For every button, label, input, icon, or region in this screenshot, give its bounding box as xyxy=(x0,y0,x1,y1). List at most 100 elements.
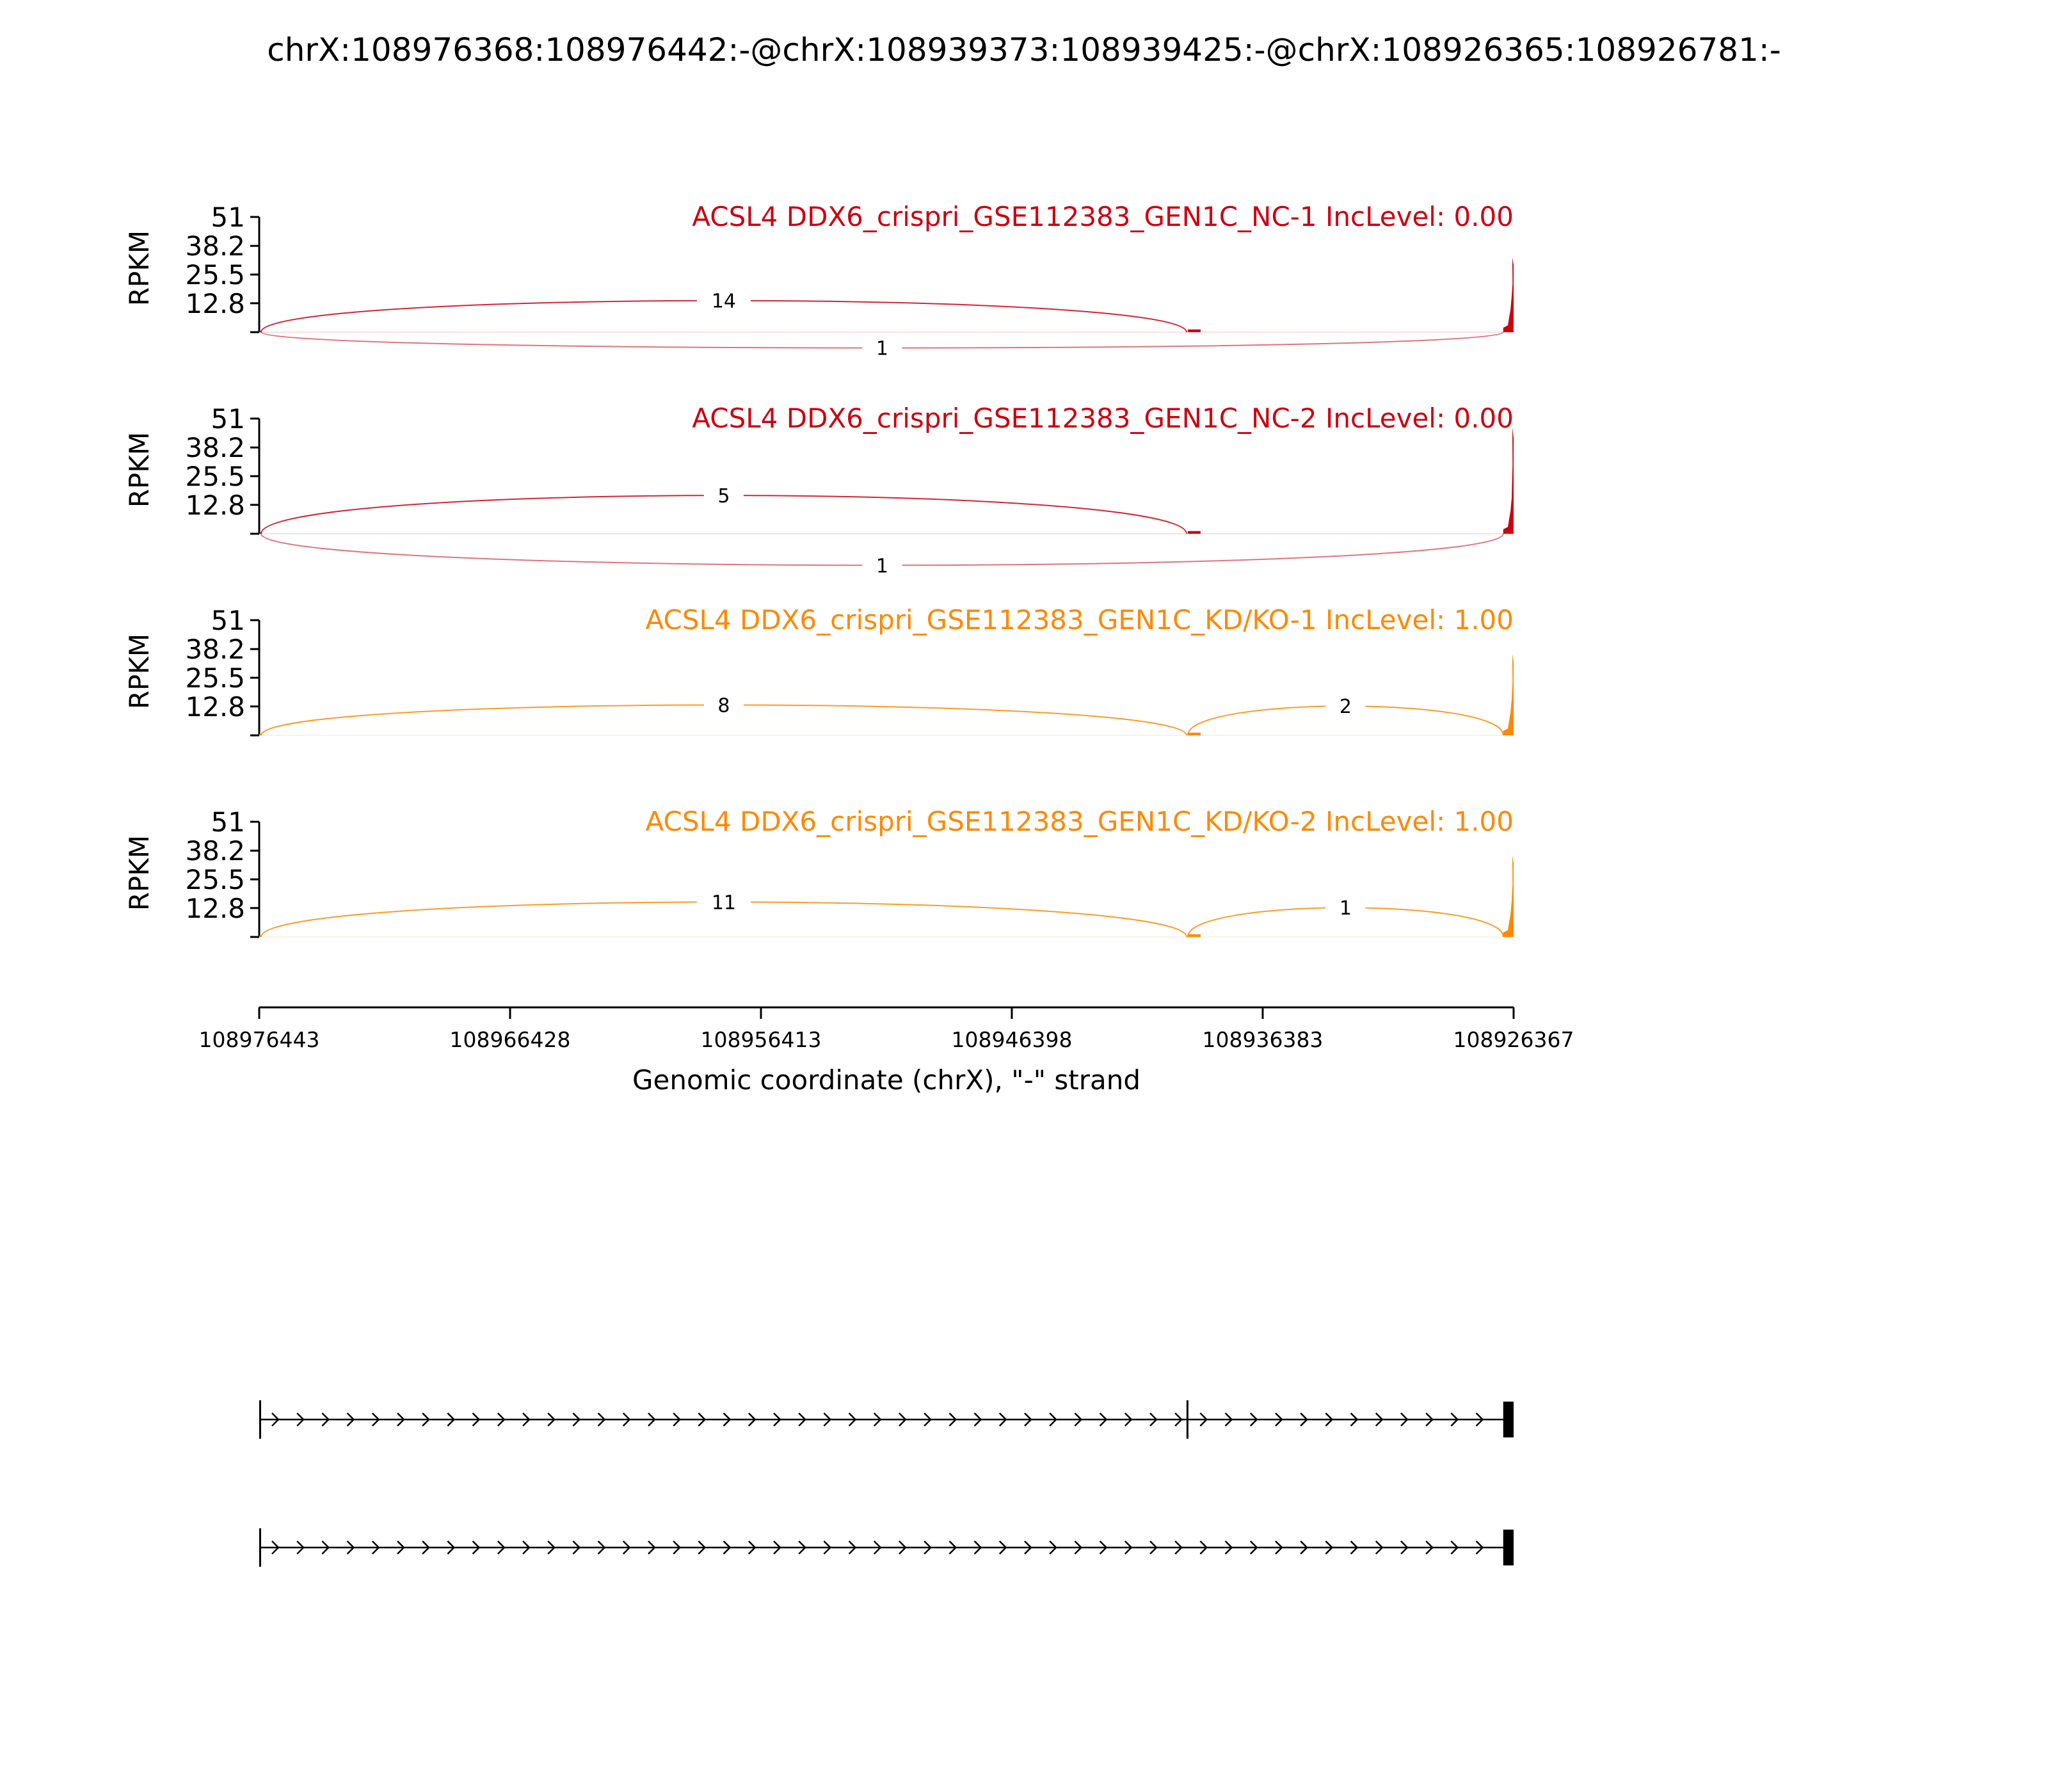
strand-chevron-icon xyxy=(1400,1412,1409,1427)
coverage-exon-1 xyxy=(259,330,262,332)
strand-chevron-icon xyxy=(472,1540,481,1555)
y-tick-label: 12.8 xyxy=(185,490,245,521)
isoform-2 xyxy=(259,1528,1514,1567)
exon-block xyxy=(259,1400,261,1439)
strand-chevron-icon xyxy=(648,1412,656,1427)
strand-chevron-icon xyxy=(522,1412,531,1427)
isoform-1 xyxy=(259,1400,1514,1439)
strand-chevron-icon xyxy=(673,1540,681,1555)
coverage-exon-3 xyxy=(1503,855,1514,937)
strand-chevron-icon xyxy=(522,1540,531,1555)
junction-count-label: 5 xyxy=(717,485,730,508)
strand-chevron-icon xyxy=(472,1412,481,1427)
strand-chevron-icon xyxy=(998,1412,1007,1427)
strand-chevron-icon xyxy=(1275,1540,1283,1555)
strand-chevron-icon xyxy=(998,1540,1007,1555)
strand-chevron-icon xyxy=(1224,1540,1233,1555)
strand-chevron-icon xyxy=(798,1540,806,1555)
strand-chevron-icon xyxy=(321,1412,330,1427)
panel-title: ACSL4 DDX6_crispri_GSE112383_GEN1C_KD/KO… xyxy=(646,604,1514,636)
junction-label-bg xyxy=(862,335,902,361)
strand-chevron-icon xyxy=(497,1412,506,1427)
exon-block xyxy=(1503,1530,1514,1565)
strand-chevron-icon xyxy=(748,1412,756,1427)
coverage-exon-1 xyxy=(259,532,262,534)
panel-title: ACSL4 DDX6_crispri_GSE112383_GEN1C_NC-1 … xyxy=(692,201,1514,232)
y-tick-label: 38.2 xyxy=(185,230,245,262)
x-axis: 108976443 108966428 108956413 108946398 1089… xyxy=(199,1006,1574,1096)
strand-chevron-icon xyxy=(1450,1540,1459,1555)
strand-chevron-icon xyxy=(823,1540,832,1555)
strand-chevron-icon xyxy=(1325,1412,1334,1427)
isoform-track xyxy=(259,1400,1514,1567)
strand-chevron-icon xyxy=(1074,1540,1083,1555)
strand-chevron-icon xyxy=(296,1412,305,1427)
strand-chevron-icon xyxy=(1099,1540,1108,1555)
strand-chevron-icon xyxy=(572,1412,581,1427)
strand-chevron-icon xyxy=(547,1412,556,1427)
junction-label-bg xyxy=(703,483,744,508)
y-tick-label: 38.2 xyxy=(185,634,245,665)
strand-chevron-icon xyxy=(622,1540,631,1555)
strand-chevron-icon xyxy=(371,1412,380,1427)
strand-chevron-icon xyxy=(1275,1412,1283,1427)
strand-chevron-icon xyxy=(422,1412,430,1427)
strand-chevron-icon xyxy=(1300,1540,1308,1555)
strand-chevron-icon xyxy=(572,1540,581,1555)
junction-count-label: 2 xyxy=(1340,696,1352,718)
strand-chevron-icon xyxy=(1124,1412,1133,1427)
coverage-exon-3 xyxy=(1503,257,1514,332)
strand-chevron-icon xyxy=(1024,1540,1032,1555)
junction-count-label: 11 xyxy=(712,892,736,914)
y-tick-label: 38.2 xyxy=(185,835,245,867)
strand-chevron-icon xyxy=(973,1540,982,1555)
strand-chevron-icon xyxy=(597,1412,606,1427)
junction-label-bg xyxy=(1325,895,1366,921)
x-tick-label: 108946398 xyxy=(951,1027,1072,1052)
strand-chevron-icon xyxy=(321,1540,330,1555)
y-tick-label: 25.5 xyxy=(185,461,245,492)
strand-chevron-icon xyxy=(271,1540,280,1555)
strand-chevron-icon xyxy=(873,1540,882,1555)
strand-chevron-icon xyxy=(1249,1540,1258,1555)
y-tick-label: 12.8 xyxy=(185,691,245,723)
y-axis-label: RPKM xyxy=(124,634,155,709)
strand-chevron-icon xyxy=(673,1412,681,1427)
junction-label-bg xyxy=(703,692,744,718)
strand-chevron-icon xyxy=(1174,1412,1183,1427)
strand-chevron-icon xyxy=(1124,1540,1133,1555)
strand-chevron-icon xyxy=(1149,1540,1158,1555)
strand-chevron-icon xyxy=(948,1540,957,1555)
strand-chevron-icon xyxy=(1375,1540,1384,1555)
strand-chevron-icon xyxy=(973,1412,982,1427)
strand-chevron-icon xyxy=(773,1540,781,1555)
junction-label-bg xyxy=(696,889,751,915)
strand-chevron-icon xyxy=(547,1540,556,1555)
coverage-exon-1 xyxy=(259,733,262,735)
strand-chevron-icon xyxy=(597,1540,606,1555)
coverage-exon-2 xyxy=(1187,934,1201,937)
strand-chevron-icon xyxy=(1224,1412,1233,1427)
strand-chevron-icon xyxy=(1475,1412,1484,1427)
strand-chevron-icon xyxy=(1325,1540,1334,1555)
strand-chevron-icon xyxy=(1049,1412,1057,1427)
strand-chevron-icon xyxy=(723,1412,732,1427)
strand-chevron-icon xyxy=(1099,1412,1108,1427)
strand-chevron-icon xyxy=(924,1412,932,1427)
strand-chevron-icon xyxy=(748,1540,756,1555)
strand-chevron-icon xyxy=(1300,1412,1308,1427)
strand-chevron-icon xyxy=(648,1540,656,1555)
strand-chevron-icon xyxy=(397,1540,405,1555)
strand-chevron-icon xyxy=(1249,1412,1258,1427)
x-tick-label: 108956413 xyxy=(701,1027,822,1052)
panel-title: ACSL4 DDX6_crispri_GSE112383_GEN1C_KD/KO… xyxy=(646,806,1514,837)
y-tick-label: 12.8 xyxy=(185,288,245,319)
y-tick-label: 51 xyxy=(211,202,245,233)
y-tick-label: 12.8 xyxy=(185,893,245,924)
strand-chevron-icon xyxy=(924,1540,932,1555)
strand-chevron-icon xyxy=(1350,1412,1359,1427)
